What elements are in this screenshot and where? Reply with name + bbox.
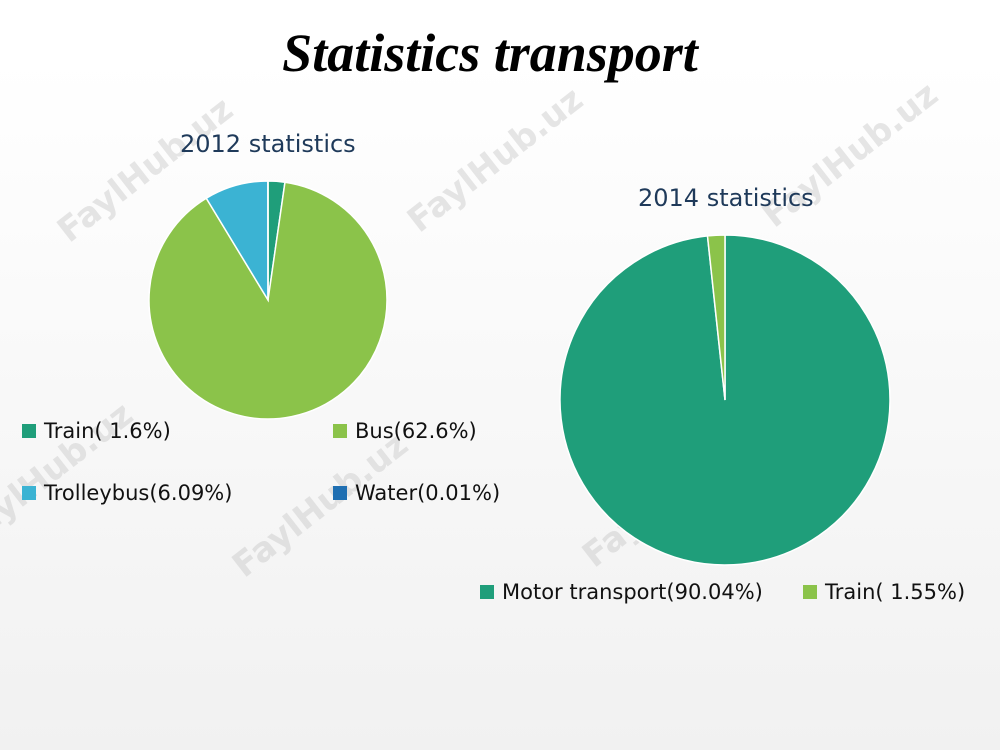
legend-item-water-2012: Water(0.01%) (333, 481, 500, 505)
watermark: FaylHub.uz (400, 79, 591, 241)
legend-swatch (333, 486, 347, 500)
legend-label: Trolleybus(6.09%) (44, 481, 233, 505)
chart-title-2014: 2014 statistics (638, 184, 814, 212)
legend-swatch (480, 585, 494, 599)
legend-item-motor-transport-2014: Motor transport(90.04%) (480, 580, 763, 604)
legend-item-train-2014: Train( 1.55%) (803, 580, 965, 604)
legend-swatch (22, 424, 36, 438)
pie-slice-train (706, 234, 726, 401)
legend-swatch (803, 585, 817, 599)
legend-swatch (333, 424, 347, 438)
page-title: Statistics transport (282, 23, 698, 83)
legend-label: Train( 1.55%) (825, 580, 966, 604)
legend-label: Bus(62.6%) (355, 419, 477, 443)
legend-item-train-2012: Train( 1.6%) (22, 419, 171, 443)
legend-label: Motor transport(90.04%) (502, 580, 763, 604)
chart-title-2012: 2012 statistics (180, 130, 356, 158)
legend-item-bus-2012: Bus(62.6%) (333, 419, 477, 443)
legend-item-trolleybus-2012: Trolleybus(6.09%) (22, 481, 232, 505)
legend-label: Train( 1.6%) (44, 419, 171, 443)
pie-chart-2012 (148, 180, 388, 420)
watermark: FaylHub.uz (225, 424, 416, 586)
legend-swatch (22, 486, 36, 500)
pie-chart-2014 (559, 234, 891, 566)
legend-label: Water(0.01%) (355, 481, 501, 505)
